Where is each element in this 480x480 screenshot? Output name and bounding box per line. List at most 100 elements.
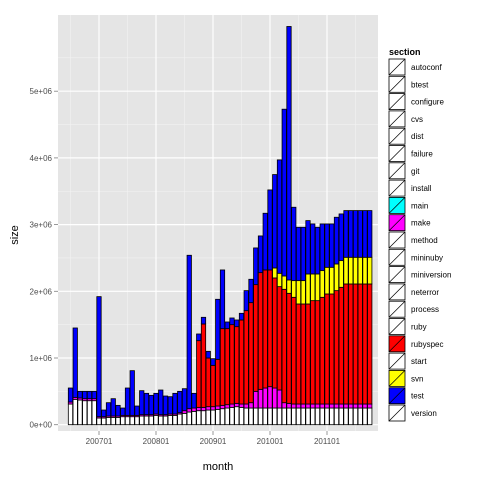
x-tick-label: 201001 <box>257 437 284 446</box>
bar-base <box>191 410 197 426</box>
bar-test <box>352 210 359 258</box>
bar-rubyspec <box>229 324 235 405</box>
bar-base <box>96 417 102 426</box>
bar-base <box>120 416 126 426</box>
legend-key-slash <box>388 214 406 231</box>
bar-base <box>219 408 226 426</box>
x-tick-label: 200701 <box>86 437 113 446</box>
bar-test <box>300 226 306 282</box>
bar-base <box>67 403 74 426</box>
bar-svn <box>357 256 363 285</box>
bar-test <box>91 390 97 400</box>
bar-test <box>96 296 102 418</box>
bar-test <box>338 213 344 262</box>
bar-base <box>243 407 249 426</box>
y-tick-label: 2e+06 <box>30 287 53 296</box>
bar-test <box>186 254 192 410</box>
bar-base <box>234 406 240 426</box>
x-axis-ticks: 200701 200801 200901 201001 201101 <box>86 431 341 446</box>
bar-rubyspec <box>343 283 349 405</box>
bar-base <box>205 409 211 426</box>
bar-test <box>158 389 164 416</box>
bar-test <box>257 235 264 274</box>
legend-title: section <box>389 47 421 57</box>
bar-svn <box>352 256 359 285</box>
bar-base <box>357 407 363 426</box>
bar-make <box>352 403 359 409</box>
y-tick-label: 4e+06 <box>30 154 53 163</box>
y-tick-label: 0e+00 <box>30 421 53 430</box>
bar-base <box>267 407 273 426</box>
bar-test <box>105 402 112 417</box>
bar-test <box>291 206 297 282</box>
bar-base <box>324 407 330 426</box>
bar-test <box>262 212 268 271</box>
bar-base <box>143 415 150 426</box>
legend-label: btest <box>411 80 429 89</box>
legend-key-slash <box>388 266 406 283</box>
bar-base <box>91 400 97 426</box>
bar-base <box>210 409 216 426</box>
bar-make <box>224 404 230 409</box>
bar-test <box>210 358 216 366</box>
bar-svn <box>281 275 287 290</box>
bar-base <box>286 407 292 426</box>
bar-rubyspec <box>234 326 240 404</box>
bar-test <box>286 26 292 281</box>
bar-rubyspec <box>238 319 245 405</box>
bar-test <box>172 392 178 415</box>
bar-rubyspec <box>348 283 354 405</box>
legend-item-test: test <box>388 387 425 405</box>
bar-make <box>324 403 330 409</box>
bar-make <box>300 403 306 409</box>
x-tick-label: 200901 <box>200 437 227 446</box>
legend-key-slash <box>388 387 406 404</box>
bar-svn <box>329 266 335 295</box>
legend-key-slash <box>388 231 406 249</box>
legend-label: svn <box>411 374 423 383</box>
bar-svn <box>319 270 325 298</box>
y-axis-title: size <box>9 225 21 245</box>
legend-item-btest: btest <box>388 75 429 93</box>
bar-base <box>257 407 264 426</box>
legend-key-slash <box>388 110 406 128</box>
legend-label: configure <box>411 98 444 107</box>
bar-rubyspec <box>196 340 202 408</box>
bars <box>67 26 373 426</box>
legend-item-cvs: cvs <box>388 110 423 128</box>
bar-test <box>224 321 230 330</box>
bar-make <box>200 406 207 412</box>
legend-key-slash <box>388 370 406 387</box>
bar-test <box>82 390 88 400</box>
legend-label: dist <box>411 132 424 141</box>
bar-svn <box>338 260 344 288</box>
bar-rubyspec <box>281 288 287 404</box>
legend-key-slash <box>388 318 406 335</box>
legend-key-slash <box>388 335 406 353</box>
bar-rubyspec <box>215 358 221 407</box>
bar-rubyspec <box>319 296 325 405</box>
bar-rubyspec <box>305 303 311 405</box>
bar-test <box>129 370 135 416</box>
legend-items: autoconf btest configure cvs dist failure git i… <box>388 58 451 422</box>
bar-base <box>101 417 107 426</box>
bar-test <box>124 387 131 416</box>
legend-item-git: git <box>388 162 420 180</box>
bar-test <box>191 392 197 409</box>
bar-svn <box>310 273 316 302</box>
bar-base <box>338 407 344 426</box>
bar-svn <box>300 280 306 305</box>
bar-test <box>324 223 330 268</box>
bar-base <box>124 416 131 426</box>
bar-make <box>257 388 264 409</box>
bar-svn <box>291 280 297 298</box>
legend-key-slash <box>388 300 406 318</box>
bar-svn <box>295 280 302 305</box>
bar-rubyspec <box>314 300 321 405</box>
legend-key-slash <box>388 197 406 214</box>
bar-make <box>357 403 363 409</box>
bar-test <box>139 390 145 416</box>
bar-make <box>191 407 197 412</box>
bar-make <box>338 403 344 409</box>
